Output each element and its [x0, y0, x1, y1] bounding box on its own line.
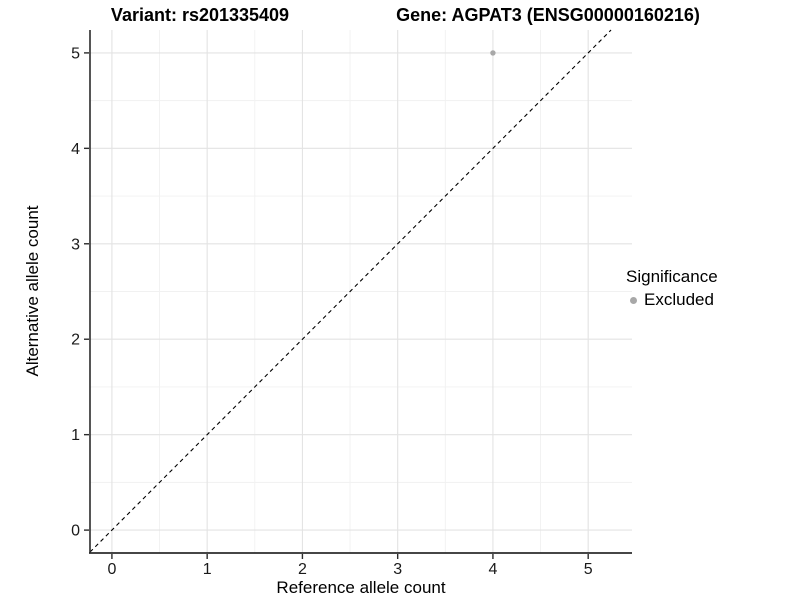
- x-tick-label: 2: [298, 561, 307, 578]
- gene-title: Gene: AGPAT3 (ENSG00000160216): [396, 5, 700, 25]
- identity-line: [89, 29, 612, 553]
- x-axis-title: Reference allele count: [276, 578, 446, 597]
- legend: Significance Excluded: [626, 267, 718, 310]
- x-tick-label: 5: [584, 561, 593, 578]
- x-tick-label: 3: [393, 561, 402, 578]
- y-tick-label: 4: [71, 141, 80, 158]
- y-tick-label: 2: [71, 332, 80, 349]
- data-point: [490, 50, 496, 56]
- y-tick-label: 1: [71, 427, 80, 444]
- legend-title: Significance: [626, 267, 718, 286]
- variant-title: Variant: rs201335409: [110, 5, 290, 25]
- x-tick-label: 0: [107, 561, 116, 578]
- x-tick-label: 1: [203, 561, 212, 578]
- y-axis-title: Alternative allele count: [23, 205, 42, 377]
- x-tick-label: 4: [488, 561, 497, 578]
- legend-item-excluded: Excluded: [626, 290, 718, 310]
- y-tick-label: 5: [71, 45, 80, 62]
- legend-point-icon: [630, 296, 637, 304]
- y-tick-label: 0: [71, 523, 80, 540]
- legend-item-label: Excluded: [644, 290, 714, 309]
- y-tick-label: 3: [71, 236, 80, 253]
